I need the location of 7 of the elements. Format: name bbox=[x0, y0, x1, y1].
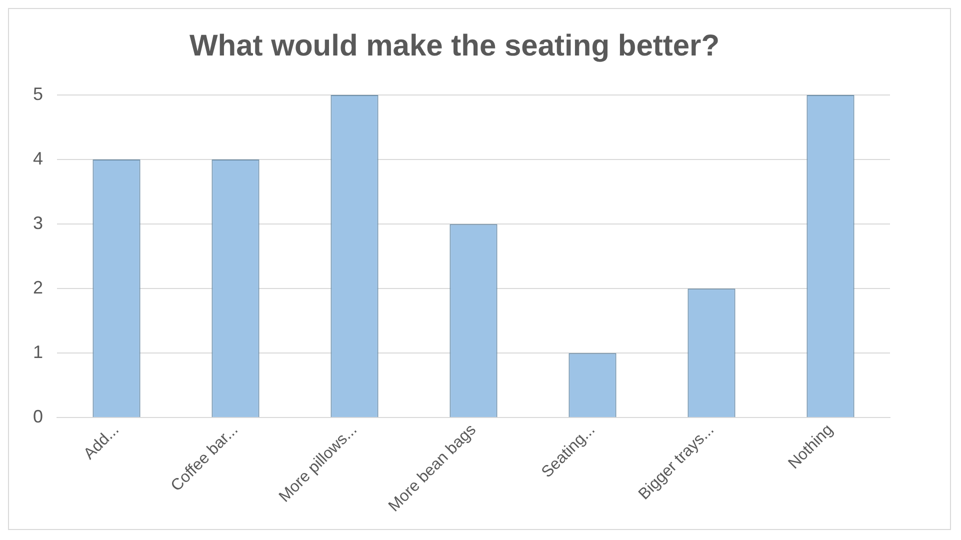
y-tick-label: 4 bbox=[32, 148, 44, 168]
y-tick-label: 1 bbox=[32, 342, 44, 362]
y-tick-label: 2 bbox=[32, 278, 44, 298]
y-tick-label: 3 bbox=[32, 213, 44, 234]
y-tick-label: 5 bbox=[32, 84, 44, 104]
y-tick-label: 0 bbox=[32, 406, 44, 427]
chart-title: What would make the seating better? bbox=[189, 29, 720, 62]
